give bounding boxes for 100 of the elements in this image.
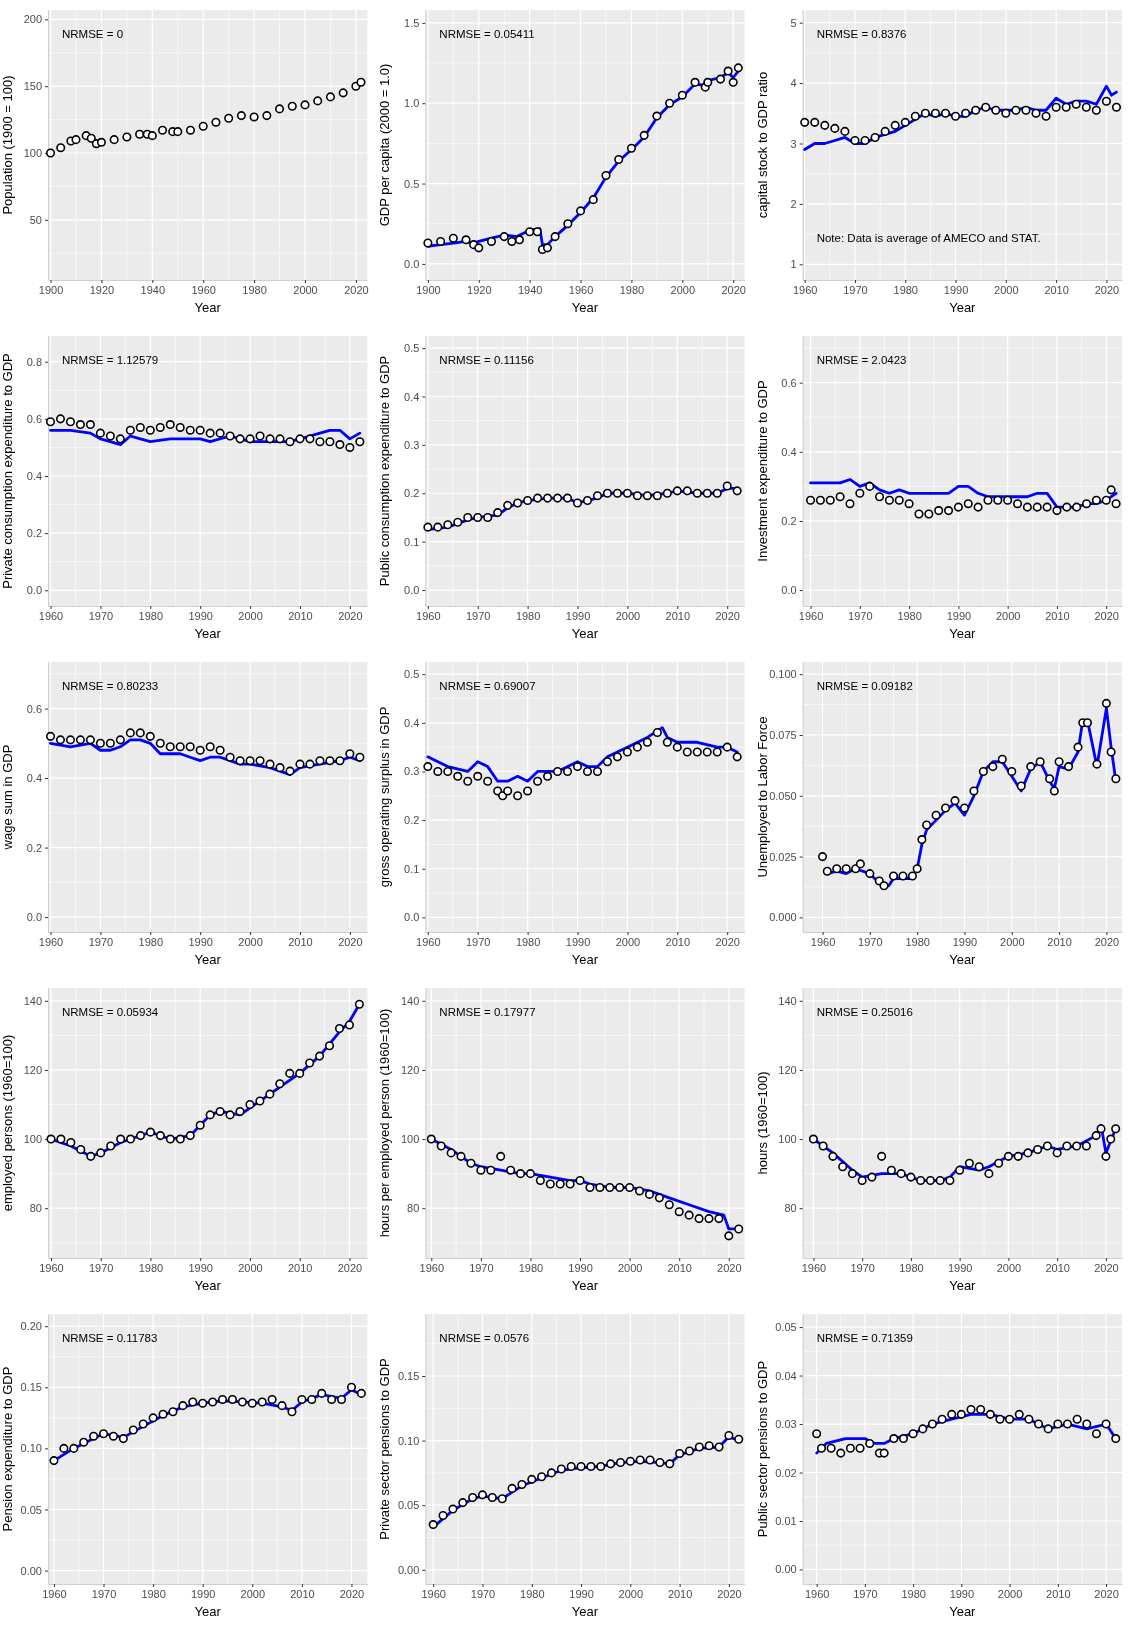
point [75, 420, 85, 430]
x-tick-label: 2000 [997, 1587, 1023, 1600]
x-tick-label: 2000 [615, 935, 641, 948]
point [865, 869, 875, 879]
y-tick-label: 0.000 [769, 911, 797, 924]
y-tick-label: 0.00 [397, 1563, 420, 1576]
point [654, 1193, 664, 1203]
point [920, 108, 930, 118]
point [265, 1089, 275, 1099]
point [592, 491, 603, 501]
point [138, 1419, 148, 1429]
point [245, 756, 255, 766]
x-tick-label: 2020 [339, 1587, 365, 1600]
point [503, 500, 513, 510]
point [818, 1141, 828, 1151]
y-tick-label: 0.4 [781, 445, 797, 458]
point [1041, 111, 1051, 121]
point [978, 766, 988, 776]
point [257, 1397, 267, 1407]
point [247, 1398, 257, 1408]
x-axis-title: Year [571, 1604, 599, 1619]
x-tick-label: 1960 [568, 283, 594, 296]
x-axis-title: Year [194, 952, 222, 967]
point [285, 766, 295, 776]
point [703, 77, 713, 87]
x-tick-label: 2010 [1046, 1587, 1071, 1600]
x-tick-label: 2010 [667, 1261, 692, 1274]
y-tick-label: 0.03 [775, 1418, 797, 1431]
point [625, 1182, 635, 1193]
point [227, 1394, 237, 1405]
y-tick-label: 0.02 [775, 1466, 797, 1479]
y-axis-title: hours per employed person (1960=100) [377, 1008, 393, 1238]
point [1021, 105, 1031, 115]
point [1012, 499, 1023, 509]
point [553, 766, 563, 776]
x-tick-label: 2010 [665, 609, 691, 622]
x-tick-label: 1990 [565, 935, 591, 948]
point [912, 864, 922, 874]
point [1082, 1419, 1092, 1429]
point [185, 742, 195, 752]
x-tick-label: 2020 [717, 1587, 742, 1600]
point [845, 499, 855, 509]
y-axis-title: Population (1900 = 100) [0, 75, 15, 215]
y-tick-label: 0.15 [397, 1370, 420, 1383]
point [969, 786, 979, 796]
point [76, 1144, 86, 1154]
y-tick-label: 100 [778, 1133, 797, 1146]
point [817, 852, 828, 862]
point [704, 1214, 714, 1224]
y-tick-label: 0.0 [26, 584, 42, 597]
point [185, 125, 196, 135]
point [1062, 1419, 1073, 1429]
point [847, 1169, 857, 1179]
point [950, 796, 960, 806]
point [115, 434, 125, 444]
x-tick-label: 1990 [943, 283, 969, 296]
point [205, 428, 215, 438]
point [125, 728, 135, 738]
y-tick-label: 80 [407, 1202, 420, 1215]
point [724, 1430, 734, 1440]
y-axis-title: employed persons (1960=100) [0, 1034, 15, 1212]
point [840, 126, 850, 136]
point [945, 1176, 955, 1186]
point [1054, 757, 1064, 767]
y-tick-label: 0.5 [404, 668, 420, 681]
point [655, 1458, 665, 1468]
annotation: NRMSE = 0 [62, 28, 124, 40]
point [734, 1224, 744, 1234]
point [614, 154, 624, 164]
point [249, 112, 259, 122]
y-tick-label: 100 [23, 147, 42, 160]
point [245, 434, 255, 444]
point [513, 498, 523, 508]
y-tick-label: 0.0 [404, 584, 420, 597]
point [546, 1468, 557, 1478]
point [890, 120, 900, 130]
y-tick-label: 0.025 [769, 850, 797, 863]
x-tick-label: 1980 [619, 283, 645, 296]
point [315, 437, 325, 447]
point [918, 1424, 928, 1434]
point [704, 1441, 714, 1451]
y-tick-label: 0.0 [404, 257, 420, 270]
point [822, 866, 832, 876]
point [49, 1456, 59, 1466]
y-axis-title: Private consumption expenditure to GDP [0, 353, 15, 589]
point [255, 756, 265, 766]
point [125, 425, 135, 435]
x-tick-label: 1960 [810, 935, 836, 948]
y-tick-label: 0.3 [404, 765, 420, 778]
point [98, 1429, 109, 1439]
y-tick-label: 1.0 [404, 97, 420, 110]
point [95, 428, 105, 438]
point [337, 1394, 347, 1405]
point [1106, 1134, 1116, 1144]
point [622, 747, 632, 757]
y-tick-label: 80 [784, 1202, 797, 1215]
x-tick-label: 1960 [416, 609, 441, 622]
point [1071, 99, 1081, 109]
x-tick-label: 2020 [715, 609, 740, 622]
x-tick-label: 1990 [188, 935, 213, 948]
